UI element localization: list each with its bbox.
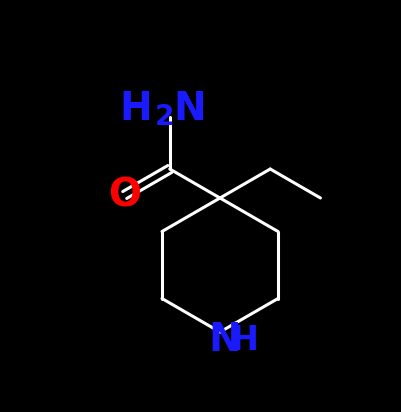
Text: O: O (108, 176, 141, 214)
Text: H: H (231, 323, 259, 356)
Text: N: N (174, 90, 207, 128)
Text: N: N (209, 321, 241, 359)
Text: H: H (119, 90, 152, 128)
Text: 2: 2 (155, 103, 174, 131)
